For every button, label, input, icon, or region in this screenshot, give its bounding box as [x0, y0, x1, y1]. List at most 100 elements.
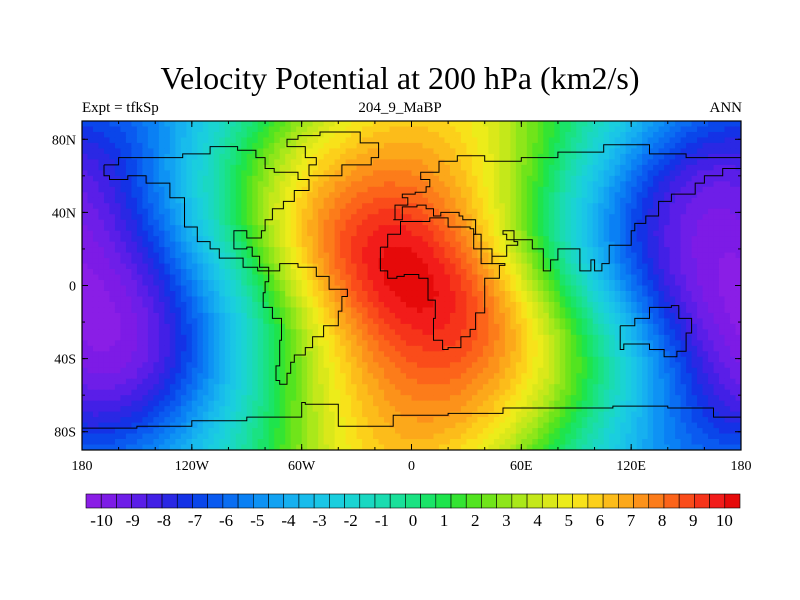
field-cell — [702, 301, 709, 309]
field-cell — [466, 131, 473, 139]
field-cell — [279, 121, 286, 128]
field-cell — [389, 340, 396, 347]
field-cell — [367, 274, 374, 281]
field-cell — [345, 219, 352, 226]
field-cell — [252, 345, 259, 352]
field-cell — [131, 137, 138, 144]
field-cell — [686, 148, 693, 155]
field-cell — [142, 219, 149, 226]
field-cell — [274, 285, 281, 292]
field-cell — [576, 181, 583, 188]
field-cell — [730, 121, 737, 128]
field-cell — [713, 290, 720, 298]
field-cell — [510, 323, 517, 330]
field-cell — [724, 236, 731, 243]
field-cell — [158, 192, 165, 199]
field-cell — [180, 170, 187, 177]
field-cell — [296, 159, 303, 166]
field-cell — [510, 334, 517, 341]
field-cell — [367, 126, 374, 133]
field-cell — [384, 334, 391, 341]
field-cell — [263, 126, 270, 133]
field-cell — [98, 164, 105, 171]
field-cell — [614, 214, 621, 221]
field-cell — [658, 203, 665, 210]
field-cell — [433, 247, 440, 254]
field-cell — [373, 345, 380, 352]
field-cell — [636, 236, 643, 243]
field-cell — [680, 170, 687, 177]
field-cell — [504, 131, 511, 139]
field-cell — [653, 175, 660, 182]
field-cell — [98, 329, 105, 336]
field-cell — [318, 230, 325, 237]
field-cell — [609, 329, 616, 336]
field-cell — [202, 290, 209, 298]
field-cell — [175, 312, 182, 319]
field-cell — [449, 296, 457, 303]
field-cell — [438, 247, 446, 254]
field-cell — [312, 252, 319, 259]
field-cell — [230, 263, 237, 270]
field-cell — [411, 329, 418, 336]
field-cell — [444, 181, 451, 188]
field-cell — [702, 312, 709, 319]
field-cell — [702, 274, 709, 281]
field-cell — [691, 131, 698, 139]
field-cell — [400, 236, 407, 243]
field-cell — [131, 148, 138, 155]
field-cell — [285, 164, 292, 171]
field-cell — [719, 214, 726, 221]
field-cell — [554, 192, 561, 199]
field-cell — [142, 301, 149, 309]
field-cell — [603, 263, 610, 270]
field-cell — [351, 186, 358, 193]
field-cell — [246, 181, 253, 188]
field-cell — [603, 307, 610, 314]
field-cell — [323, 225, 330, 232]
field-cell — [735, 181, 741, 188]
field-cell — [307, 170, 314, 177]
field-cell — [373, 296, 380, 303]
field-cell — [263, 175, 270, 182]
field-cell — [713, 142, 720, 150]
field-cell — [422, 175, 429, 182]
field-cell — [609, 208, 616, 215]
field-cell — [620, 312, 627, 319]
field-cell — [395, 285, 402, 292]
field-cell — [329, 142, 336, 150]
field-cell — [153, 263, 160, 270]
field-cell — [290, 192, 297, 199]
field-cell — [125, 170, 133, 177]
field-cell — [208, 225, 215, 232]
field-cell — [543, 197, 550, 204]
field-cell — [164, 121, 171, 128]
field-cell — [175, 345, 182, 352]
field-cell — [131, 241, 138, 248]
field-cell — [658, 263, 665, 270]
field-cell — [488, 230, 495, 237]
field-cell — [614, 301, 621, 309]
field-cell — [730, 285, 737, 292]
field-cell — [158, 148, 165, 155]
field-cell — [609, 214, 616, 221]
field-cell — [120, 274, 127, 281]
field-cell — [246, 219, 253, 226]
field-cell — [411, 340, 418, 347]
field-cell — [367, 153, 374, 160]
field-cell — [406, 142, 413, 150]
field-cell — [136, 252, 144, 259]
field-cell — [477, 296, 484, 303]
field-cell — [373, 301, 380, 309]
field-cell — [438, 280, 446, 287]
field-cell — [471, 296, 478, 303]
field-cell — [449, 192, 457, 199]
field-cell — [389, 334, 396, 341]
field-cell — [334, 181, 341, 188]
field-cell — [246, 269, 253, 276]
field-cell — [444, 252, 451, 259]
field-cell — [686, 269, 693, 276]
field-cell — [598, 230, 605, 237]
field-cell — [263, 197, 270, 204]
field-cell — [367, 170, 374, 177]
